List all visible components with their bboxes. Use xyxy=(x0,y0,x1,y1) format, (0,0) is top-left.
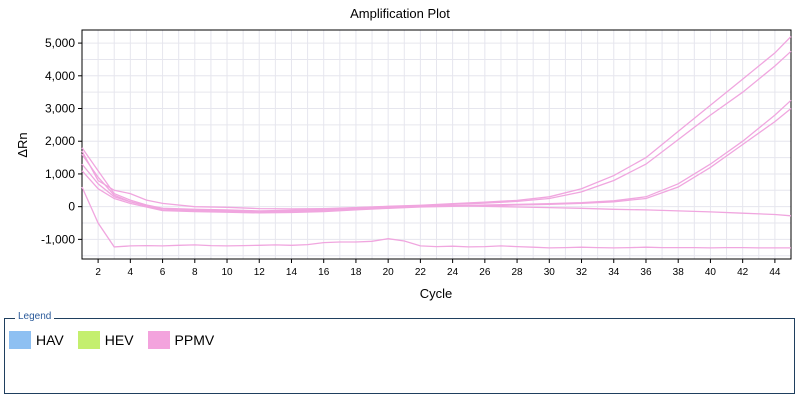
x-tick-label: 44 xyxy=(769,267,781,278)
x-tick-label: 18 xyxy=(350,267,362,278)
legend-title: Legend xyxy=(15,311,55,322)
series-layer xyxy=(81,36,792,249)
legend-label-ppmv: PPMV xyxy=(174,332,215,348)
y-axis-label: ΔRn xyxy=(15,132,30,157)
legend-item-hav[interactable]: HAV xyxy=(9,331,64,349)
y-tick-label: 1,000 xyxy=(45,167,75,181)
x-tick-label: 22 xyxy=(415,267,427,278)
y-tick-label: 2,000 xyxy=(45,134,75,148)
series-line-5 xyxy=(81,150,792,217)
x-tick-label: 12 xyxy=(254,267,266,278)
legend-swatch-hev xyxy=(77,331,100,349)
series-line-6 xyxy=(81,186,791,249)
legend-label-hev: HEV xyxy=(104,332,134,348)
legend-items: HAV HEV PPMV xyxy=(9,331,228,349)
x-tick-label: 40 xyxy=(705,267,717,278)
amplification-chart: Amplification Plot 2 4 6 8 10 12 14 16 18 20 22 24 2… xyxy=(15,6,792,301)
x-tick-label: 4 xyxy=(128,267,134,278)
x-tick-label: 6 xyxy=(160,267,166,278)
x-tick-label: 38 xyxy=(673,267,685,278)
x-tick-label: 2 xyxy=(95,267,101,278)
x-tick-label: 28 xyxy=(512,267,524,278)
x-tick-label: 34 xyxy=(608,267,620,278)
x-tick-label: 30 xyxy=(544,267,556,278)
x-tick-label: 42 xyxy=(737,267,749,278)
x-tick-label: 20 xyxy=(383,267,395,278)
legend-panel: Legend HAV HEV PPMV xyxy=(4,311,795,394)
y-tick-label: 4,000 xyxy=(45,69,75,83)
x-axis-label: Cycle xyxy=(420,286,453,301)
x-tick-label: 36 xyxy=(640,267,652,278)
plot-area xyxy=(81,29,792,260)
x-tick-label: 24 xyxy=(447,267,459,278)
legend-swatch-hav xyxy=(9,331,31,349)
x-tick-label: 10 xyxy=(221,267,233,278)
y-tick-label: 5,000 xyxy=(45,36,75,50)
legend-swatch-ppmv xyxy=(147,331,170,349)
y-tick-label: -1,000 xyxy=(41,232,75,246)
x-tick-label: 14 xyxy=(286,267,298,278)
x-tick-label: 16 xyxy=(318,267,330,278)
y-tick-label: 3,000 xyxy=(45,102,75,116)
x-tick-label: 8 xyxy=(192,267,198,278)
legend-label-hav: HAV xyxy=(36,332,64,348)
legend-item-hev[interactable]: HEV xyxy=(77,331,134,349)
series-line-4 xyxy=(81,107,792,214)
x-tick-label: 32 xyxy=(576,267,588,278)
tick-layer: 2 4 6 8 10 12 14 16 18 20 22 24 26 28 30 32 34 36 38 40 42 44… xyxy=(41,36,781,278)
grid-layer xyxy=(81,30,792,259)
legend-item-ppmv[interactable]: PPMV xyxy=(147,331,215,349)
y-tick-label: 0 xyxy=(68,200,75,214)
x-tick-label: 26 xyxy=(479,267,491,278)
chart-title: Amplification Plot xyxy=(350,6,450,21)
